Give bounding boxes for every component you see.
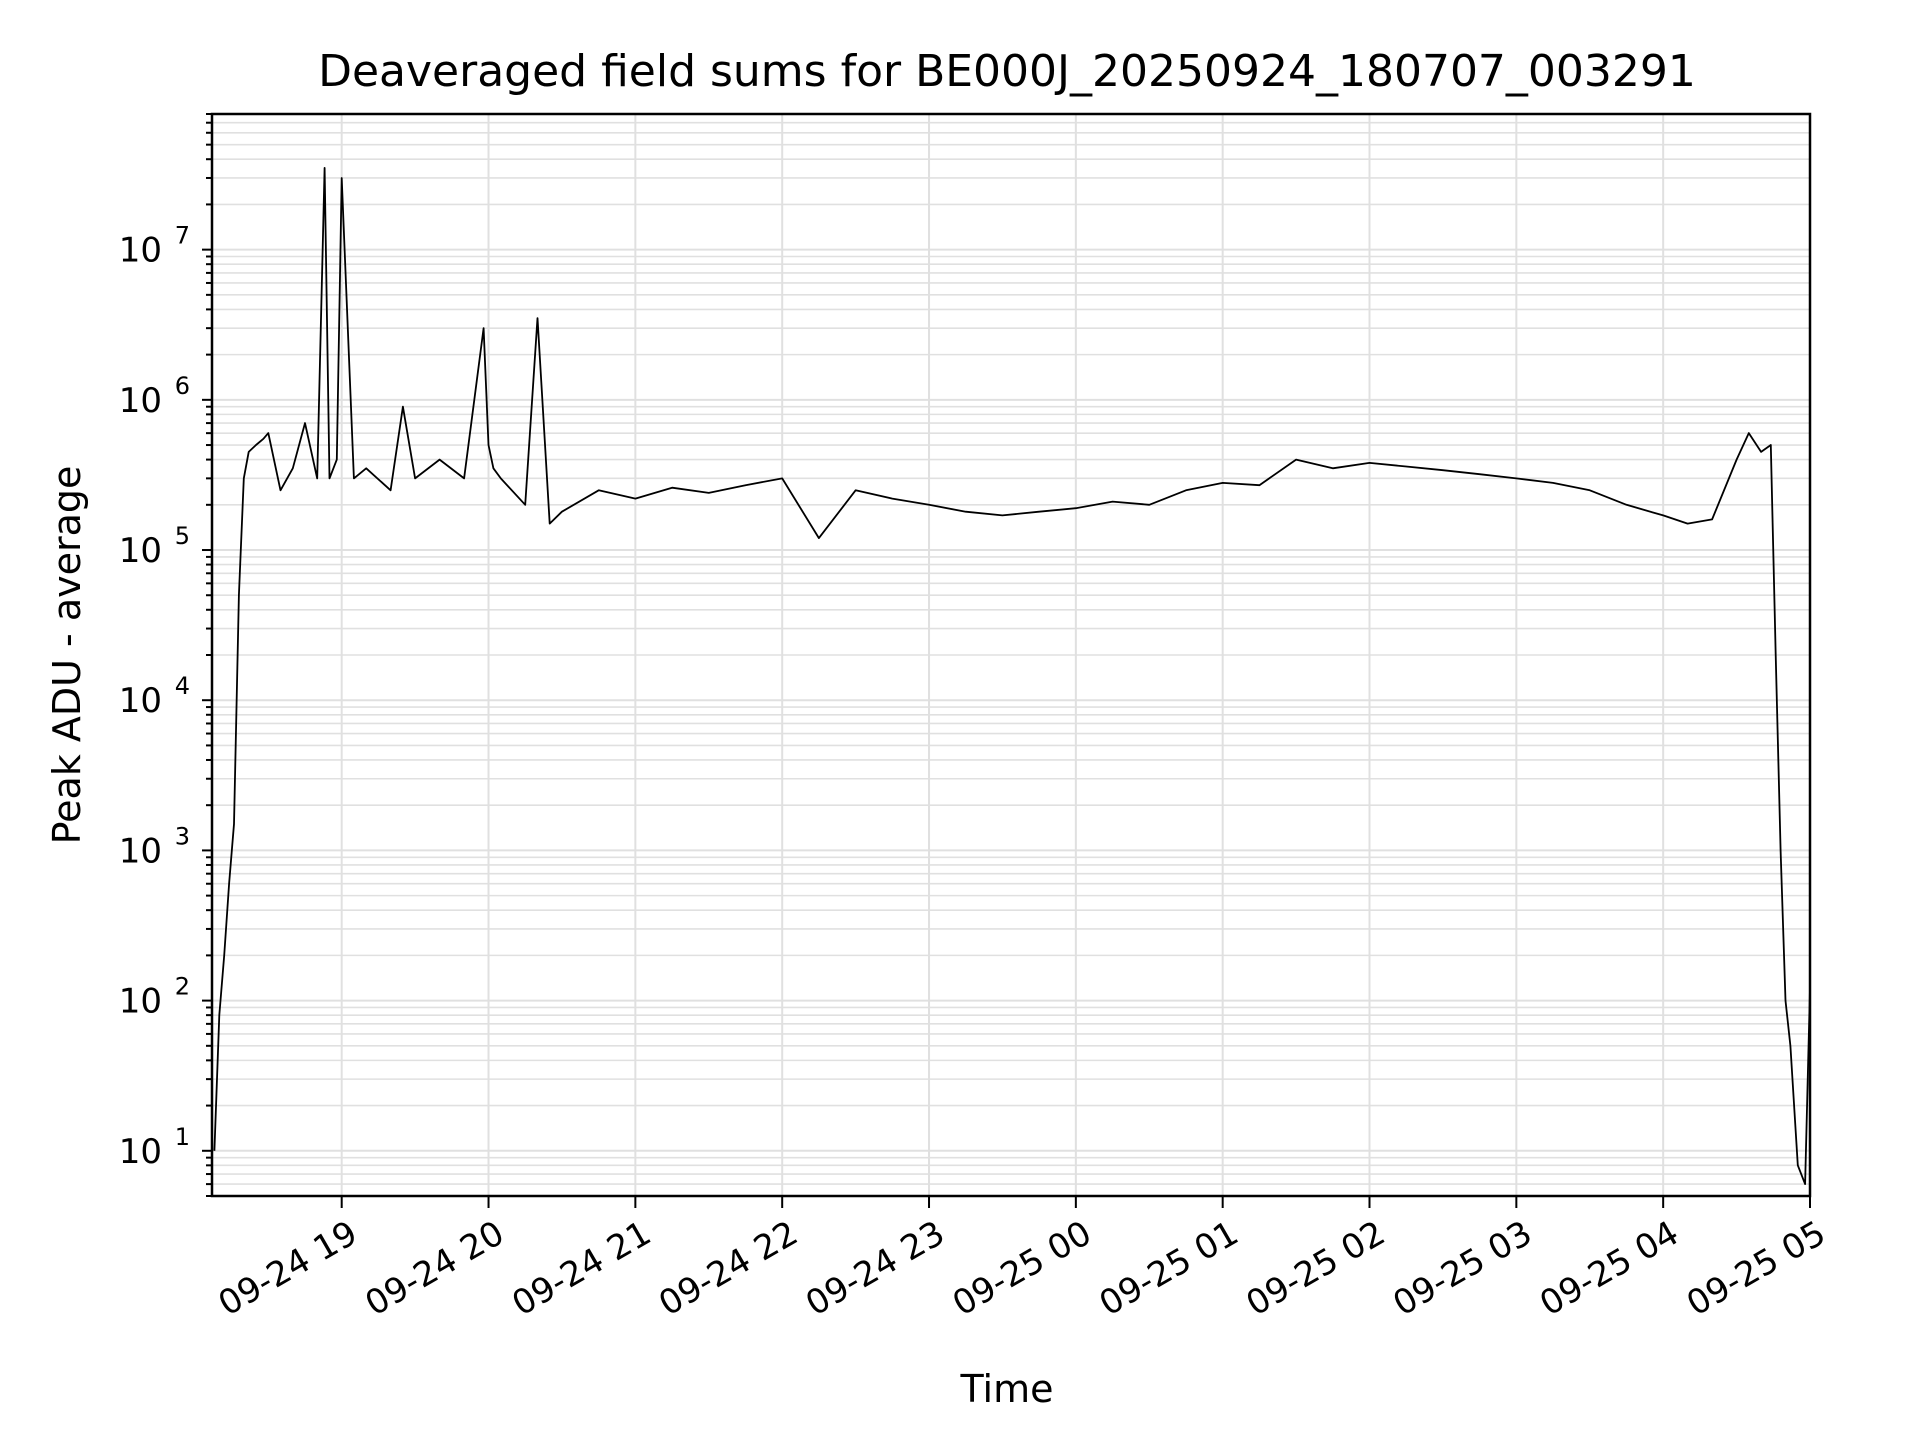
- series-layer: [213, 166, 1811, 1185]
- y-tick-exponent: 4: [175, 672, 190, 700]
- grid-lines: [212, 113, 1811, 1197]
- y-tick-label: 10: [119, 531, 162, 571]
- y-tick-label: 10: [119, 982, 162, 1022]
- y-tick-label: 10: [119, 381, 162, 421]
- y-axis-label: Peak ADU - average: [45, 466, 89, 845]
- y-tick-label: 10: [119, 831, 162, 871]
- plot-frame: [210, 112, 1812, 1198]
- chart-title: Deaveraged field sums for BE000J_2025092…: [318, 46, 1696, 97]
- y-tick-exponent: 7: [175, 222, 190, 250]
- y-tick-exponent: 5: [175, 522, 190, 550]
- y-tick-exponent: 2: [175, 973, 190, 1001]
- y-tick-exponent: 3: [175, 822, 190, 850]
- y-tick-exponent: 6: [175, 372, 190, 400]
- series-line: [213, 166, 1811, 1185]
- y-tick-label: 10: [119, 1132, 162, 1172]
- x-axis-label: Time: [960, 1367, 1054, 1411]
- y-tick-label: 10: [119, 681, 162, 721]
- y-tick-exponent: 1: [175, 1123, 190, 1151]
- y-tick-label: 10: [119, 231, 162, 271]
